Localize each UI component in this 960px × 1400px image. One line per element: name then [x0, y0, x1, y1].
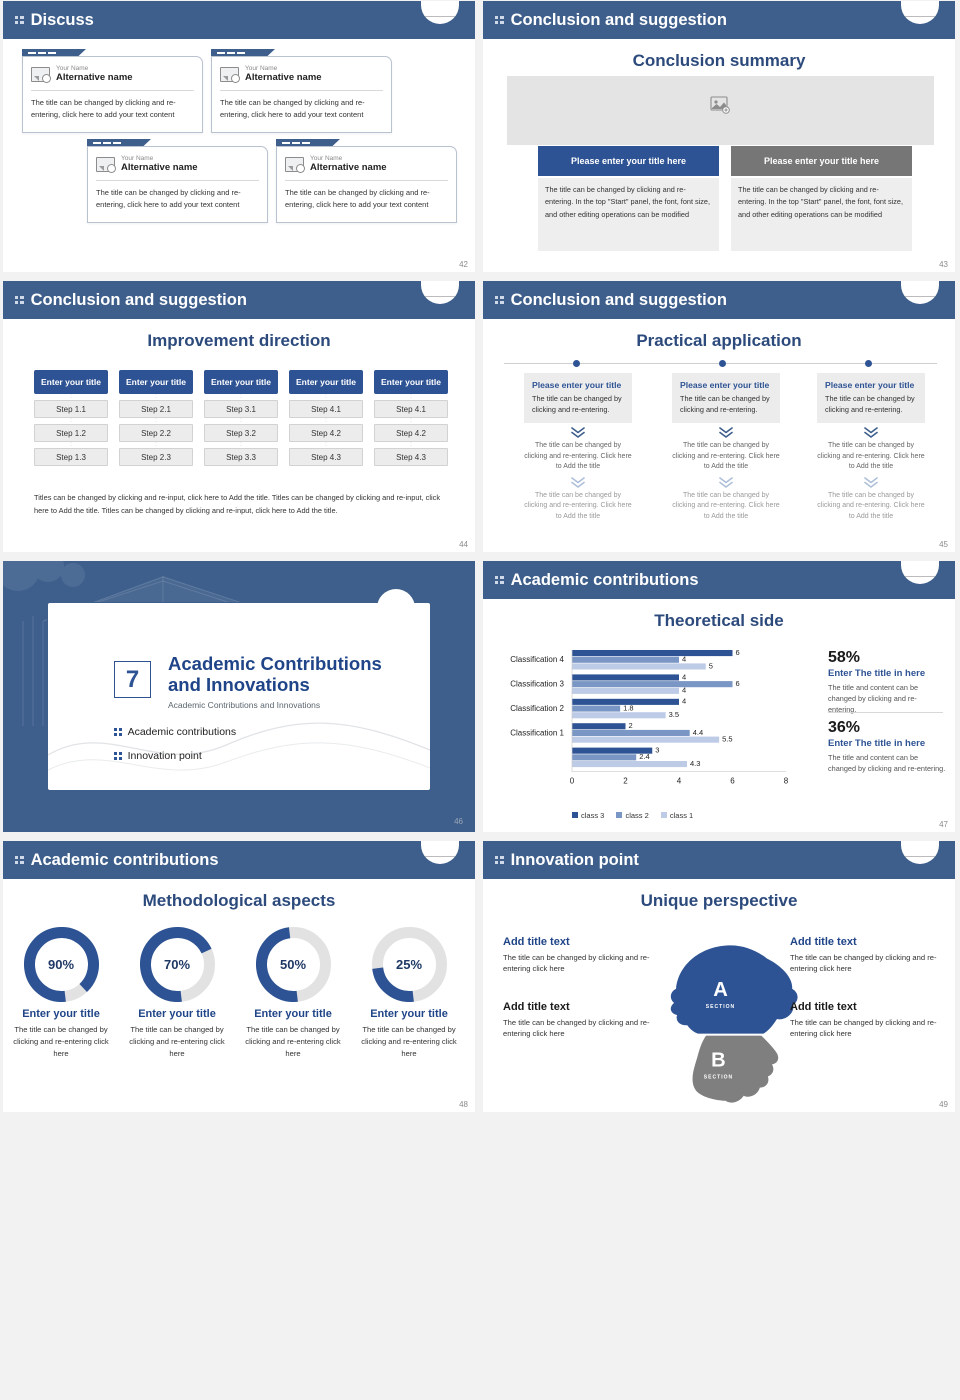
svg-text:4: 4 — [682, 686, 686, 695]
svg-text:0: 0 — [570, 777, 575, 786]
svg-text:2: 2 — [623, 777, 628, 786]
svg-text:4.3: 4.3 — [690, 759, 700, 768]
svg-text:6: 6 — [736, 679, 740, 688]
svg-text:2: 2 — [629, 721, 633, 730]
svg-text:A: A — [713, 979, 728, 1001]
svg-text:SECTION: SECTION — [706, 1004, 735, 1010]
svg-text:Classification 4: Classification 4 — [510, 655, 564, 664]
svg-text:Classification 3: Classification 3 — [510, 679, 564, 688]
svg-text:8: 8 — [784, 777, 789, 786]
svg-text:3: 3 — [655, 746, 659, 755]
svg-text:4: 4 — [677, 777, 682, 786]
svg-text:6: 6 — [736, 648, 740, 657]
svg-text:4: 4 — [682, 697, 686, 706]
svg-text:4: 4 — [682, 655, 686, 664]
svg-text:SECTION: SECTION — [704, 1075, 733, 1081]
svg-text:B: B — [711, 1049, 726, 1071]
svg-text:5.5: 5.5 — [722, 735, 732, 744]
svg-text:4: 4 — [682, 672, 686, 681]
svg-text:3.5: 3.5 — [669, 710, 679, 719]
svg-text:6: 6 — [730, 777, 735, 786]
svg-text:4.4: 4.4 — [693, 728, 703, 737]
svg-text:Classification 1: Classification 1 — [510, 728, 564, 737]
svg-text:5: 5 — [709, 661, 713, 670]
svg-text:1.8: 1.8 — [623, 703, 633, 712]
svg-text:2.4: 2.4 — [639, 752, 649, 761]
svg-text:Classification 2: Classification 2 — [510, 704, 564, 713]
